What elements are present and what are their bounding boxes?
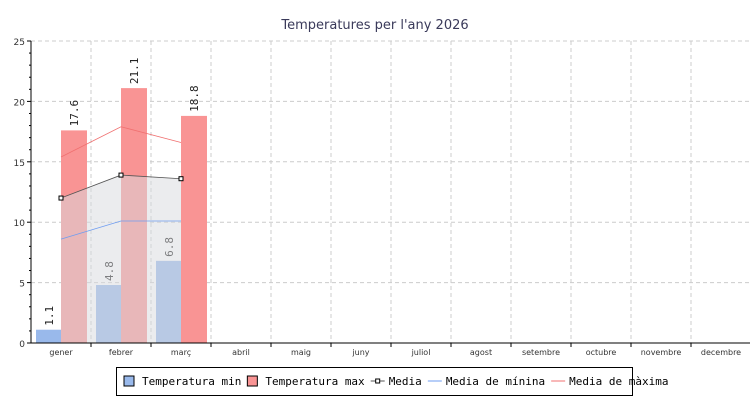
x-tick-label: decembre (701, 348, 741, 357)
bar-label-max: 21.1 (128, 58, 141, 85)
x-tick-label: maig (291, 348, 311, 357)
x-tick-label: setembre (522, 348, 560, 357)
x-tick-label: febrer (109, 348, 134, 357)
bar-label-max: 18.8 (188, 85, 201, 112)
x-tick-label: novembre (641, 348, 682, 357)
legend-marker (375, 378, 381, 384)
legend-swatch (246, 375, 258, 387)
media-area (61, 175, 181, 343)
media-point (178, 176, 184, 182)
y-tick-label: 15 (14, 159, 25, 169)
x-tick-label: abril (232, 348, 250, 357)
y-tick-label: 20 (14, 98, 26, 108)
x-tick-label: gener (49, 348, 73, 357)
chart-title: Temperatures per l'any 2026 (280, 18, 468, 33)
legend-label: Media (389, 375, 422, 388)
legend-label: Temperatura max (265, 375, 365, 388)
bar-label-max: 17.6 (68, 100, 81, 127)
legend-label: Media de màxima (569, 375, 668, 388)
bar-temperatura-max (181, 115, 207, 343)
legend-label: Media de mínina (446, 375, 545, 388)
bar-temperatura-min (36, 329, 61, 343)
y-tick-label: 10 (14, 219, 26, 229)
y-tick-label: 5 (19, 280, 25, 290)
x-tick-label: octubre (586, 348, 617, 357)
x-tick-label: juliol (411, 348, 431, 357)
x-tick-label: març (171, 348, 191, 357)
bar-label-min: 1.1 (43, 306, 56, 326)
x-tick-label: juny (351, 348, 369, 357)
x-tick-label: agost (470, 348, 492, 357)
media-point (118, 172, 124, 178)
line-media-de-màxima (60, 126, 182, 158)
line-media-de-mínina (60, 220, 181, 240)
legend-label: Temperatura min (142, 375, 241, 388)
y-tick-label: 0 (19, 340, 25, 350)
media-point (58, 195, 64, 201)
legend-swatch (123, 375, 135, 387)
y-tick-label: 25 (14, 38, 25, 48)
